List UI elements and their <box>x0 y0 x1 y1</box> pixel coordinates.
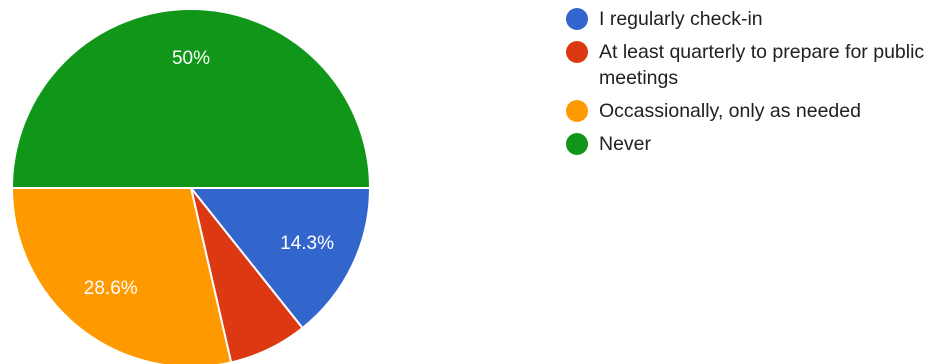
legend-color-dot <box>566 41 588 63</box>
legend-item[interactable]: At least quarterly to prepare for public… <box>566 39 932 91</box>
legend-color-dot <box>566 8 588 30</box>
chart-legend: I regularly check-in At least quarterly t… <box>566 6 932 164</box>
slice-percent-label: 50% <box>172 48 210 69</box>
slice-percent-label: 28.6% <box>84 278 138 299</box>
pie-chart-svg: 14.3% 28.6% 50% <box>11 8 371 364</box>
legend-label: Never <box>599 133 652 155</box>
legend-item[interactable]: I regularly check-in <box>566 6 932 32</box>
pie-slice <box>11 8 371 189</box>
pie-slice <box>11 187 233 364</box>
legend-item[interactable]: Occassionally, only as needed <box>566 98 932 124</box>
legend-label: Occassionally, only as needed <box>599 100 861 122</box>
legend-color-dot <box>566 133 588 155</box>
slice-percent-label: 14.3% <box>280 233 334 254</box>
pie-chart: 14.3% 28.6% 50% <box>11 8 371 364</box>
pie-slice <box>190 187 371 330</box>
legend-item[interactable]: Never <box>566 131 932 157</box>
legend-label: I regularly check-in <box>599 8 763 30</box>
legend-color-dot <box>566 100 588 122</box>
legend-label: At least quarterly to prepare for public… <box>599 41 925 89</box>
